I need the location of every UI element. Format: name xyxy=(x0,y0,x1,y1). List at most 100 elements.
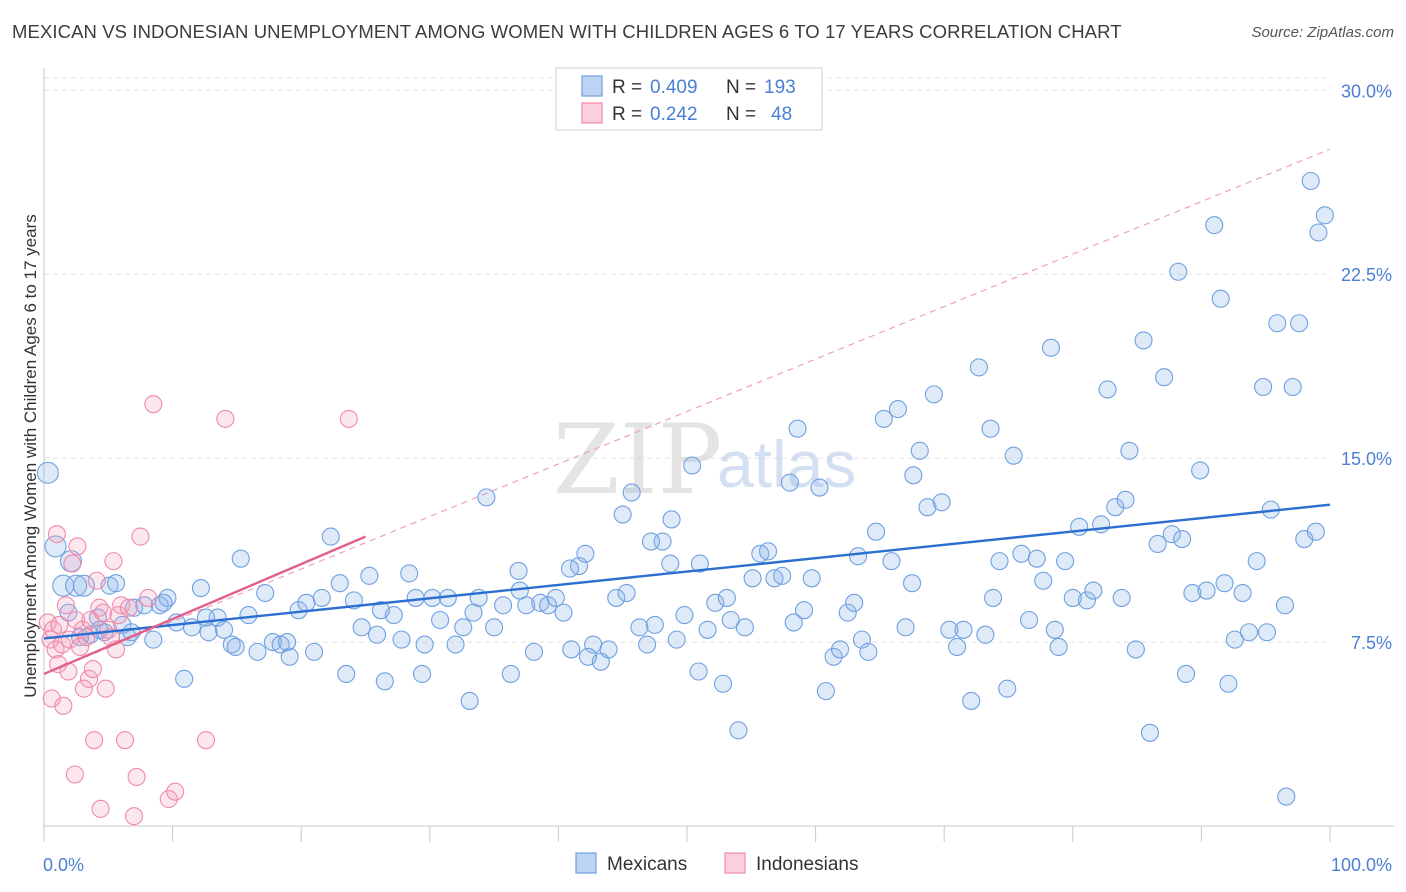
mexicans-point xyxy=(1275,596,1295,615)
mexicans-point xyxy=(431,610,450,630)
mexicans-point xyxy=(874,409,893,428)
indonesians-point xyxy=(127,767,146,787)
axes xyxy=(43,68,1394,842)
mexicans-point xyxy=(984,588,1003,607)
mexicans-point xyxy=(368,625,387,644)
mexicans-point xyxy=(321,527,340,546)
mexicans-point xyxy=(888,400,907,419)
chart-title: MEXICAN VS INDONESIAN UNEMPLOYMENT AMONG… xyxy=(12,21,1122,42)
mexicans-point xyxy=(576,544,595,563)
mexicans-point xyxy=(196,608,216,627)
mexicans-point xyxy=(191,579,210,598)
mexicans-point xyxy=(662,510,681,529)
x-tick-label-min: 0.0% xyxy=(43,855,84,875)
mexicans-point xyxy=(1225,630,1244,649)
mexicans-point xyxy=(1004,446,1023,465)
mexicans-point xyxy=(773,566,792,585)
mexicans-point xyxy=(1176,664,1196,683)
bottom-legend-indonesians: Indonesians xyxy=(756,854,858,875)
mexicans-point xyxy=(784,613,803,632)
legend-r-label-2: R = xyxy=(612,104,642,125)
mexicans-point xyxy=(940,620,959,639)
mexicans-point xyxy=(1197,581,1216,600)
mexicans-point xyxy=(72,574,95,597)
legend-r-value-1: 0.409 xyxy=(650,77,698,98)
mexicans-point xyxy=(1120,441,1139,460)
mexicans-point xyxy=(154,593,173,612)
mexicans-point xyxy=(743,569,762,588)
mexicans-point xyxy=(721,610,740,630)
mexicans-point xyxy=(278,633,297,652)
mexicans-point xyxy=(1191,461,1210,480)
x-tick-label-max: 100.0% xyxy=(1331,855,1392,875)
mexicans-point xyxy=(1268,314,1287,333)
mexicans-point xyxy=(1027,549,1046,568)
mexicans-point xyxy=(882,552,901,571)
indonesians-point xyxy=(47,525,66,544)
mexicans-point xyxy=(1041,338,1060,357)
mexicans-point xyxy=(248,642,267,661)
indonesians-points xyxy=(38,395,358,826)
mexicans-point xyxy=(1106,498,1125,517)
indonesians-point xyxy=(87,571,106,590)
mexicans-point xyxy=(1215,574,1234,593)
mexicans-point xyxy=(641,532,661,551)
mexicans-point xyxy=(392,630,411,649)
mexicans-point xyxy=(199,623,218,642)
mexicans-point xyxy=(969,358,988,377)
mexicans-point xyxy=(485,618,504,637)
indonesians-point xyxy=(91,799,110,818)
indonesians-point xyxy=(50,615,69,634)
mexicans-point xyxy=(713,674,733,693)
indonesians-point xyxy=(68,537,87,556)
mexicans-point xyxy=(904,466,923,485)
mexicans-point xyxy=(1148,534,1167,554)
mexicans-point xyxy=(717,588,736,607)
mexicans-point xyxy=(231,549,250,568)
mexicans-point xyxy=(175,669,194,688)
legend-swatch-mexicans xyxy=(581,75,603,97)
chart-source: Source: ZipAtlas.com xyxy=(1251,24,1394,41)
indonesians-point xyxy=(79,669,99,688)
indonesians-trend-line xyxy=(43,535,366,676)
indonesians-point xyxy=(63,554,82,573)
trend-lines xyxy=(43,148,1331,675)
mexicans-point xyxy=(675,606,694,625)
mexicans-point xyxy=(794,601,814,620)
mexicans-point xyxy=(460,691,479,710)
indonesians-point xyxy=(104,552,123,571)
mexicans-point xyxy=(1169,262,1188,281)
legend-r-value-2: 0.242 xyxy=(650,104,698,125)
mexicans-point xyxy=(1283,377,1302,397)
indonesians-point xyxy=(124,807,144,826)
indonesians-point xyxy=(54,696,73,715)
indonesians-point xyxy=(196,731,216,750)
mexicans-point xyxy=(406,588,425,607)
bottom-legend-swatch-mexicans xyxy=(575,852,597,874)
mexicans-point xyxy=(859,642,878,661)
mexicans-point xyxy=(578,647,598,666)
mexicans-point xyxy=(924,385,943,404)
indonesians-point xyxy=(119,598,138,617)
legend-n-value-1: 193 xyxy=(764,77,796,98)
legend-swatch-indonesians xyxy=(581,102,603,124)
y-tick-label: 22.5% xyxy=(1341,265,1392,285)
mexicans-point xyxy=(630,618,649,637)
mexicans-point xyxy=(280,647,299,666)
indonesians-point xyxy=(83,659,102,679)
mexicans-point xyxy=(1116,490,1135,509)
indonesians-point xyxy=(67,610,86,630)
mexicans-point xyxy=(106,574,126,593)
mexicans-point xyxy=(337,664,356,683)
mexicans-point xyxy=(788,419,807,438)
mexicans-point xyxy=(948,637,967,657)
mexicans-trend-line xyxy=(43,503,1331,640)
mexicans-point xyxy=(330,574,349,593)
mexicans-point xyxy=(690,554,709,573)
mexicans-point xyxy=(214,620,234,639)
mexicans-point xyxy=(638,635,657,654)
mexicans-point xyxy=(1012,544,1031,563)
indonesians-point xyxy=(115,731,135,750)
indonesians-point xyxy=(96,679,115,698)
